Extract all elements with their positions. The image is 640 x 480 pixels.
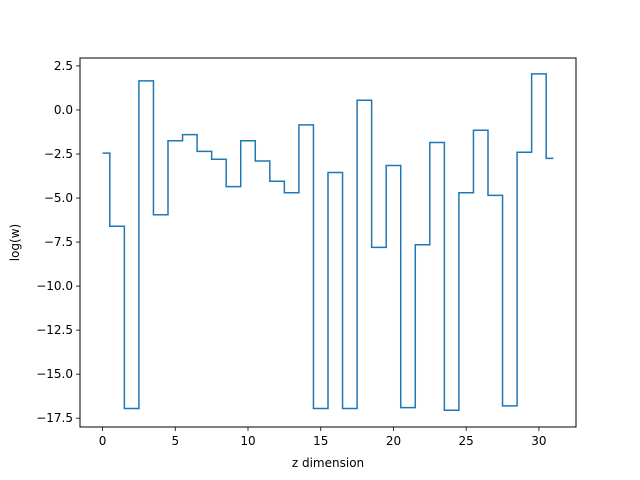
y-tick-label: −10.0	[36, 279, 73, 293]
y-tick-label: 2.5	[54, 59, 73, 73]
y-tick-label: −7.5	[44, 235, 73, 249]
x-axis-label: z dimension	[292, 456, 364, 470]
x-tick-label: 0	[99, 434, 107, 448]
x-tick-label: 10	[240, 434, 255, 448]
series-layer	[102, 73, 554, 412]
x-tick-label: 20	[386, 434, 401, 448]
x-tick-label: 30	[531, 434, 546, 448]
y-axis-ticks: −17.5 −15.0 −12.5 −10.0 −7.5 −5.0 −2.5 0.0 2.5	[36, 59, 80, 425]
axes-frame	[79, 57, 577, 428]
x-tick-label: 25	[459, 434, 474, 448]
y-axis-label: log(w)	[8, 224, 22, 261]
y-tick-label: −12.5	[36, 323, 73, 337]
y-tick-label: 0.0	[54, 103, 73, 117]
y-tick-label: −5.0	[44, 191, 73, 205]
x-tick-label: 15	[313, 434, 328, 448]
series-line-0	[102, 73, 554, 412]
y-tick-label: −17.5	[36, 411, 73, 425]
x-tick-label: 5	[171, 434, 179, 448]
y-tick-label: −15.0	[36, 367, 73, 381]
x-axis-ticks: 0 5 10 15 20 25 30	[99, 427, 547, 448]
y-tick-label: −2.5	[44, 147, 73, 161]
